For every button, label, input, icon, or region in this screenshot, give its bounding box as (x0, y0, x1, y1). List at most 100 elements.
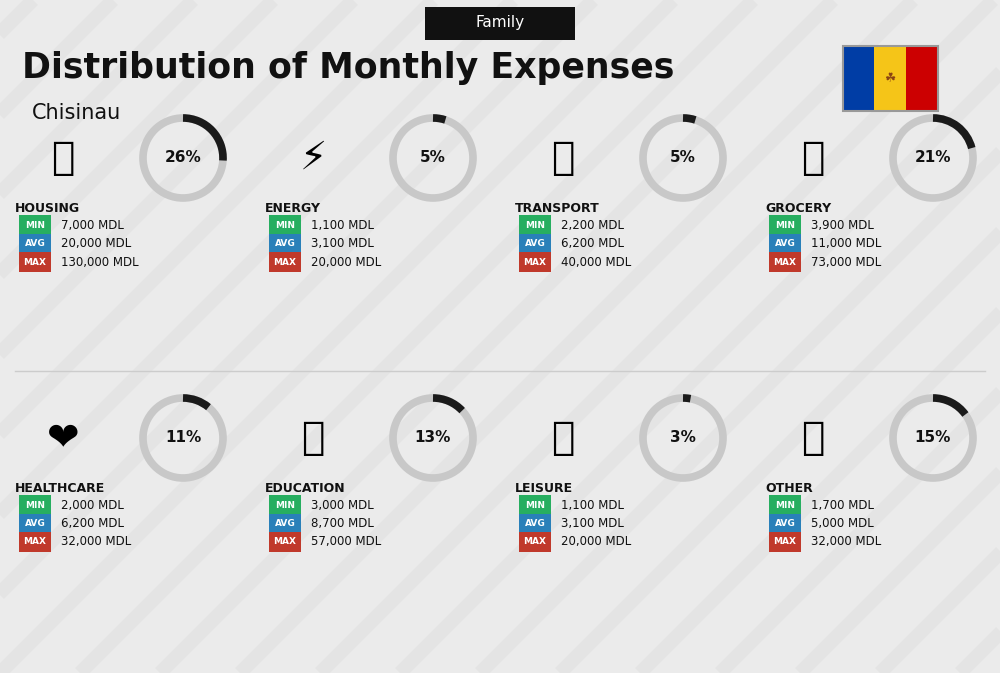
FancyBboxPatch shape (269, 532, 301, 552)
FancyBboxPatch shape (269, 234, 301, 253)
Text: AVG: AVG (775, 519, 795, 528)
Text: HEALTHCARE: HEALTHCARE (15, 481, 105, 495)
Text: MAX: MAX (524, 538, 546, 546)
Text: MIN: MIN (275, 501, 295, 509)
Text: 2,000 MDL: 2,000 MDL (61, 499, 124, 511)
Text: 🏢: 🏢 (51, 139, 75, 177)
Text: MAX: MAX (774, 258, 796, 267)
Text: ❤: ❤ (47, 419, 79, 457)
FancyBboxPatch shape (19, 513, 51, 533)
Text: 26%: 26% (165, 151, 201, 166)
FancyBboxPatch shape (19, 215, 51, 235)
Text: 🚌: 🚌 (551, 139, 575, 177)
Text: 20,000 MDL: 20,000 MDL (311, 256, 381, 269)
Text: MAX: MAX (274, 538, 296, 546)
Text: 11,000 MDL: 11,000 MDL (811, 237, 881, 250)
FancyBboxPatch shape (269, 215, 301, 235)
Text: AVG: AVG (275, 519, 295, 528)
Text: 5,000 MDL: 5,000 MDL (811, 517, 874, 530)
Text: 57,000 MDL: 57,000 MDL (311, 536, 381, 548)
Text: Distribution of Monthly Expenses: Distribution of Monthly Expenses (22, 51, 674, 85)
FancyBboxPatch shape (519, 532, 551, 552)
Text: 🛒: 🛒 (801, 139, 825, 177)
Text: 🛍: 🛍 (551, 419, 575, 457)
Text: 20,000 MDL: 20,000 MDL (61, 237, 131, 250)
Text: MIN: MIN (25, 221, 45, 229)
Text: AVG: AVG (275, 239, 295, 248)
FancyBboxPatch shape (269, 252, 301, 272)
Text: MAX: MAX (524, 258, 546, 267)
Text: 32,000 MDL: 32,000 MDL (811, 536, 881, 548)
Text: 1,100 MDL: 1,100 MDL (311, 219, 374, 232)
Text: MAX: MAX (774, 538, 796, 546)
Text: 7,000 MDL: 7,000 MDL (61, 219, 124, 232)
FancyBboxPatch shape (19, 495, 51, 515)
Text: MIN: MIN (275, 221, 295, 229)
Text: 130,000 MDL: 130,000 MDL (61, 256, 139, 269)
Text: 🎓: 🎓 (301, 419, 325, 457)
Text: AVG: AVG (25, 519, 45, 528)
Text: OTHER: OTHER (765, 481, 813, 495)
Text: 1,700 MDL: 1,700 MDL (811, 499, 874, 511)
Text: MIN: MIN (525, 501, 545, 509)
Text: MIN: MIN (25, 501, 45, 509)
Text: Chisinau: Chisinau (32, 103, 121, 123)
FancyBboxPatch shape (425, 7, 575, 40)
Text: LEISURE: LEISURE (515, 481, 573, 495)
Text: HOUSING: HOUSING (15, 201, 80, 215)
FancyBboxPatch shape (519, 513, 551, 533)
Text: AVG: AVG (525, 519, 545, 528)
Text: MAX: MAX (23, 258, 46, 267)
Text: 3,000 MDL: 3,000 MDL (311, 499, 374, 511)
FancyBboxPatch shape (769, 252, 801, 272)
Text: MAX: MAX (23, 538, 46, 546)
FancyBboxPatch shape (769, 234, 801, 253)
Text: 11%: 11% (165, 431, 201, 446)
FancyBboxPatch shape (769, 532, 801, 552)
FancyBboxPatch shape (769, 513, 801, 533)
Text: 3,100 MDL: 3,100 MDL (561, 517, 624, 530)
FancyBboxPatch shape (19, 532, 51, 552)
FancyBboxPatch shape (269, 513, 301, 533)
FancyBboxPatch shape (519, 495, 551, 515)
Text: MIN: MIN (775, 221, 795, 229)
Text: 8,700 MDL: 8,700 MDL (311, 517, 374, 530)
FancyBboxPatch shape (874, 46, 906, 110)
FancyBboxPatch shape (769, 495, 801, 515)
Text: AVG: AVG (525, 239, 545, 248)
Text: 2,200 MDL: 2,200 MDL (561, 219, 624, 232)
FancyBboxPatch shape (519, 215, 551, 235)
Text: 3%: 3% (670, 431, 696, 446)
FancyBboxPatch shape (519, 234, 551, 253)
Text: 1,100 MDL: 1,100 MDL (561, 499, 624, 511)
Text: 32,000 MDL: 32,000 MDL (61, 536, 131, 548)
Text: 13%: 13% (415, 431, 451, 446)
Text: TRANSPORT: TRANSPORT (515, 201, 600, 215)
FancyBboxPatch shape (269, 495, 301, 515)
Text: 21%: 21% (915, 151, 951, 166)
Text: 40,000 MDL: 40,000 MDL (561, 256, 631, 269)
Text: 73,000 MDL: 73,000 MDL (811, 256, 881, 269)
FancyBboxPatch shape (19, 252, 51, 272)
Text: AVG: AVG (775, 239, 795, 248)
FancyBboxPatch shape (519, 252, 551, 272)
Text: 15%: 15% (915, 431, 951, 446)
Text: GROCERY: GROCERY (765, 201, 831, 215)
Text: 💰: 💰 (801, 419, 825, 457)
Text: MIN: MIN (525, 221, 545, 229)
Text: MIN: MIN (775, 501, 795, 509)
Text: ☘: ☘ (884, 71, 896, 85)
Text: 6,200 MDL: 6,200 MDL (561, 237, 624, 250)
Text: 3,900 MDL: 3,900 MDL (811, 219, 874, 232)
FancyBboxPatch shape (906, 46, 938, 110)
Text: ⚡: ⚡ (299, 139, 327, 177)
Text: 5%: 5% (420, 151, 446, 166)
Text: 3,100 MDL: 3,100 MDL (311, 237, 374, 250)
Text: 5%: 5% (670, 151, 696, 166)
Text: 20,000 MDL: 20,000 MDL (561, 536, 631, 548)
Text: MAX: MAX (274, 258, 296, 267)
Text: EDUCATION: EDUCATION (265, 481, 346, 495)
FancyBboxPatch shape (769, 215, 801, 235)
FancyBboxPatch shape (19, 234, 51, 253)
Text: AVG: AVG (25, 239, 45, 248)
